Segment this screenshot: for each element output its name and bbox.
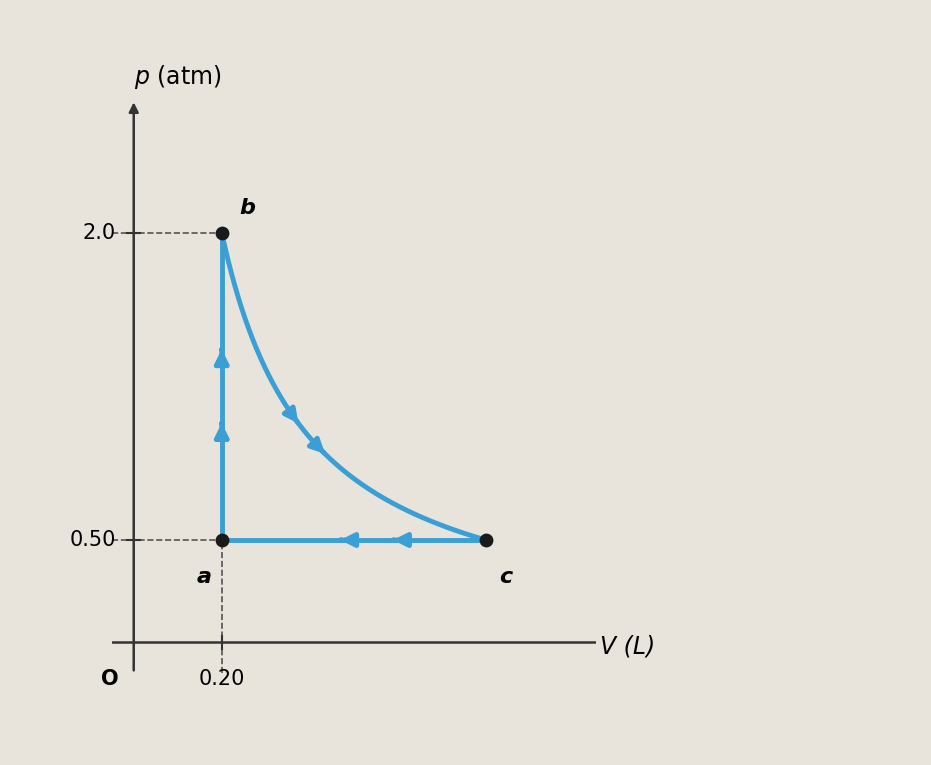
Text: O: O [101,669,118,689]
Text: a: a [196,567,211,587]
Text: 0.20: 0.20 [198,669,245,689]
Text: $p$ (atm): $p$ (atm) [134,63,222,91]
Text: 2.0: 2.0 [83,223,116,243]
Text: 0.50: 0.50 [70,530,116,550]
Text: V (L): V (L) [600,634,655,659]
Text: c: c [499,567,512,587]
Point [214,534,229,546]
Point [479,534,493,546]
Text: b: b [239,198,255,218]
Point [214,226,229,239]
